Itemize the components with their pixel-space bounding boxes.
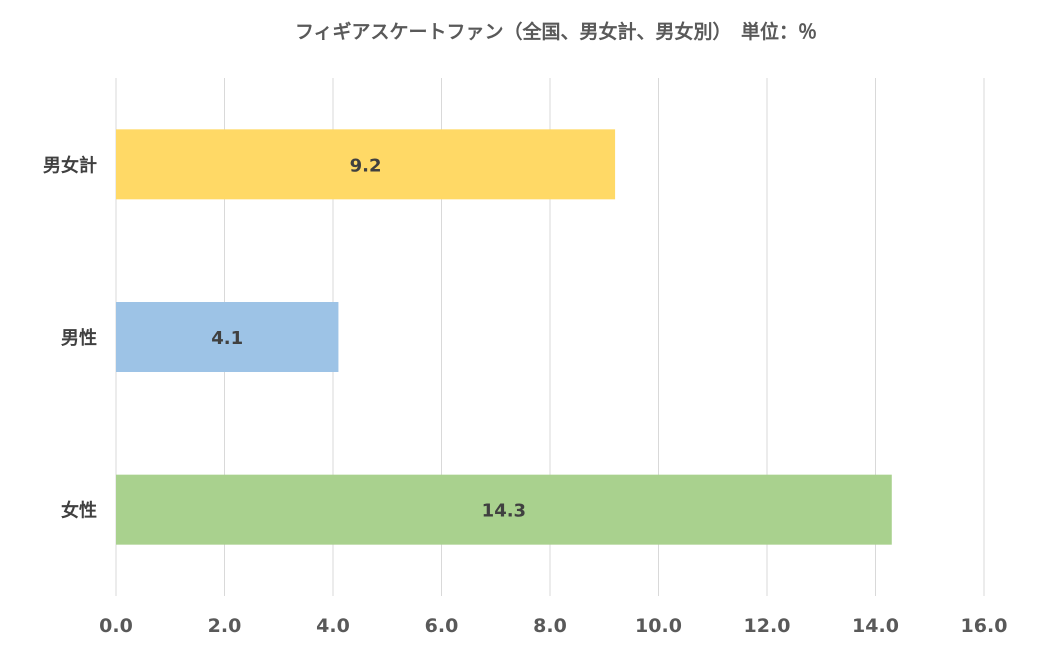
x-tick-label: 12.0 <box>744 615 791 637</box>
category-label: 男性 <box>61 327 97 349</box>
x-tick-label: 4.0 <box>316 615 350 637</box>
x-tick-label: 14.0 <box>852 615 899 637</box>
x-tick-label: 10.0 <box>635 615 682 637</box>
x-tick-label: 8.0 <box>533 615 567 637</box>
bar <box>116 474 892 545</box>
bar <box>116 302 339 372</box>
data-label: 4.1 <box>211 328 243 349</box>
x-tick-label: 16.0 <box>961 615 1008 637</box>
chart-title: フィギアスケートファン（全国、男女計、男女別） 単位：％ <box>295 20 817 43</box>
data-label: 14.3 <box>482 501 526 522</box>
bars: 9.2 4.1 14.3 <box>116 129 892 545</box>
x-tick-label: 2.0 <box>208 615 242 637</box>
data-label: 9.2 <box>350 155 382 176</box>
x-tick-label: 6.0 <box>425 615 459 637</box>
x-tick-label: 0.0 <box>99 615 133 637</box>
category-label: 男女計 <box>43 154 97 176</box>
bar <box>116 129 616 200</box>
x-axis-tick-labels: 0.0 2.0 4.0 6.0 8.0 10.0 12.0 14.0 16.0 <box>99 615 1007 637</box>
category-label: 女性 <box>61 500 97 522</box>
